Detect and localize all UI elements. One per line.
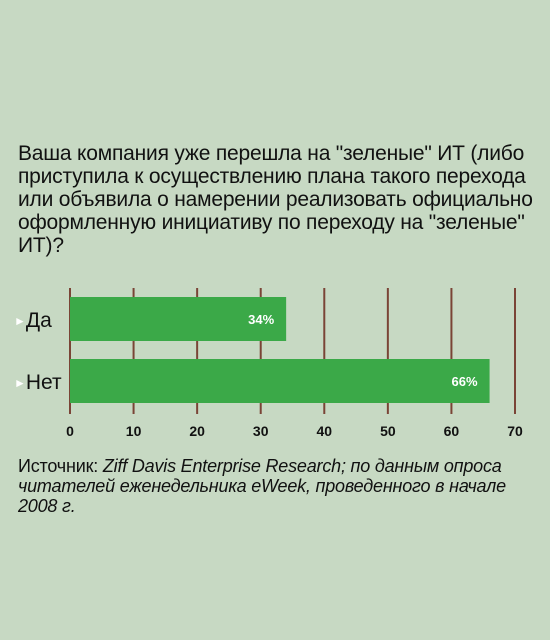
x-tick-label: 30 [253,423,269,439]
x-tick-label: 20 [189,423,205,439]
bar-value-label: 66% [452,374,478,389]
bar-chart: 34%66% ►Да►Нет 0 10 20 30 40 50 60 70 [14,288,523,439]
x-axis-ticks: 0 10 20 30 40 50 60 70 [66,423,523,439]
source-note: Источник: Ziff Davis Enterprise Research… [18,456,546,516]
source-prefix: Источник: [18,456,103,476]
category-marker: ► [14,314,26,328]
x-tick-label: 0 [66,423,74,439]
category-text: Да [26,309,52,332]
category-label: ►Да [14,309,52,332]
x-tick-label: 70 [507,423,523,439]
x-tick-label: 60 [444,423,460,439]
bar-no [70,359,490,403]
category-label: ►Нет [14,371,62,394]
bar-yes [70,297,287,341]
x-tick-label: 50 [380,423,396,439]
bars: 34% 66% [70,297,490,403]
category-labels: ►Да►Нет [14,309,62,394]
bar-value-label: 34% [248,312,274,327]
x-tick-label: 10 [126,423,142,439]
source-body: Ziff Davis Enterprise Research; по данны… [18,456,506,516]
x-tick-label: 40 [316,423,332,439]
category-marker: ► [14,376,26,390]
category-text: Нет [26,371,62,394]
chart-title: Ваша компания уже перешла на "зеленые" И… [18,142,533,257]
